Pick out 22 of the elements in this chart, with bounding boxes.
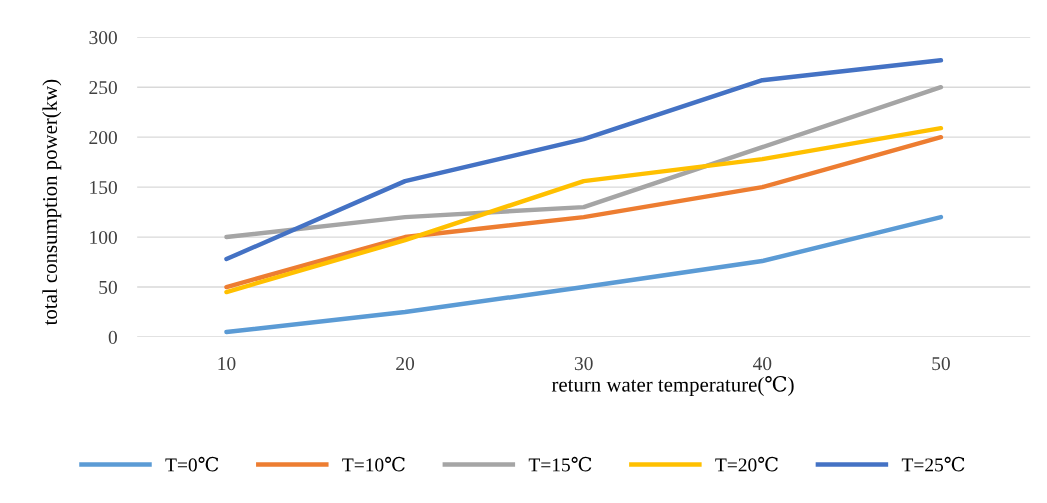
y-tick-label: 300 — [89, 31, 117, 45]
y-tick-label: 0 — [108, 330, 117, 344]
legend-label: T=15℃ — [528, 456, 592, 472]
y-tick-label: 100 — [90, 230, 117, 245]
x-tick-label: 20 — [396, 357, 415, 371]
y-axis-title: total consumption power(kw) — [42, 79, 62, 326]
x-tick-label: 50 — [932, 357, 950, 371]
line-series — [224, 214, 944, 335]
legend-label: T=0℃ — [165, 456, 219, 472]
x-tick-label: 40 — [752, 357, 772, 371]
x-tick-label: 30 — [574, 357, 593, 371]
y-tick-label: 200 — [89, 130, 117, 145]
legend-label: T=20℃ — [715, 456, 778, 472]
legend-label: T=25℃ — [901, 456, 965, 472]
y-tick-label: 150 — [90, 180, 117, 195]
x-tick-label: 10 — [218, 357, 236, 371]
y-tick-label: 50 — [99, 280, 117, 294]
legend-label: T=10℃ — [342, 456, 405, 472]
line-series — [224, 57, 944, 262]
y-tick-label: 250 — [89, 81, 117, 95]
line-series — [224, 84, 944, 240]
x-axis-title: return water temperature(℃) — [551, 375, 794, 396]
